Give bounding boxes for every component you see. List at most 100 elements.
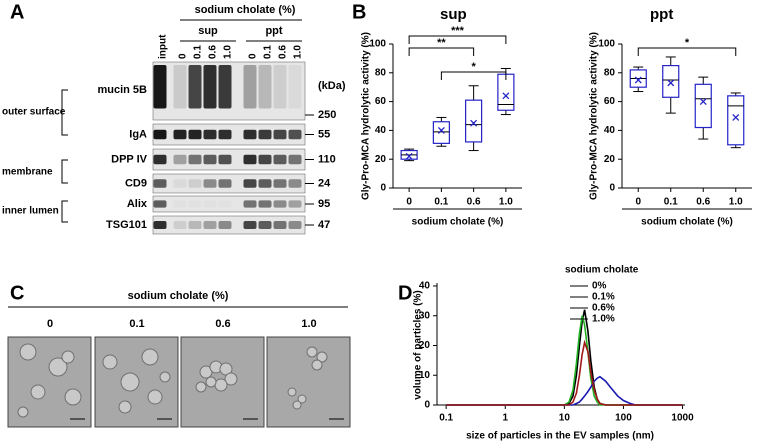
band <box>173 65 187 109</box>
x-tick-label: 0.6 <box>696 197 710 208</box>
region-bracket <box>61 200 68 223</box>
header: sodium cholate (%) <box>128 290 229 302</box>
vesicle <box>30 384 46 400</box>
mean-marker <box>437 126 445 134</box>
band <box>203 179 217 188</box>
vesicle <box>195 381 207 393</box>
x-tick-label: 1 <box>502 413 508 424</box>
significance-label: * <box>685 37 690 49</box>
x-tick-label: 0.1 <box>434 197 448 208</box>
band <box>273 179 287 188</box>
mw-label: 95 <box>318 198 330 210</box>
band <box>188 154 202 165</box>
band <box>273 220 287 230</box>
x-tick-label: 0.1 <box>439 413 453 424</box>
band <box>174 200 187 207</box>
vesicle <box>64 388 82 406</box>
image-label: 0.1 <box>129 318 144 330</box>
vesicle <box>311 359 323 371</box>
significance-bracket <box>408 47 475 56</box>
region-label: outer surface <box>2 107 66 118</box>
mw-label: 24 <box>318 177 331 189</box>
band <box>243 154 257 165</box>
series-line <box>446 339 683 406</box>
vesicle <box>224 372 238 386</box>
legend-label: 0.1% <box>592 292 615 303</box>
band <box>188 65 202 109</box>
legend-title: sodium cholate <box>565 265 639 276</box>
significance-bracket <box>408 35 507 44</box>
vesicle <box>297 394 307 404</box>
band <box>203 154 217 165</box>
band <box>218 65 232 109</box>
significance-label: * <box>471 61 476 73</box>
band <box>288 129 302 140</box>
mean-marker <box>667 79 675 87</box>
vesicle <box>120 372 140 392</box>
box <box>465 99 483 143</box>
band <box>218 220 232 230</box>
y-tick-label: 10 <box>419 370 431 381</box>
band <box>258 154 272 165</box>
lane-label: 0 <box>248 53 259 59</box>
legend-label: 1.0% <box>592 314 615 325</box>
band <box>288 65 302 109</box>
band <box>153 129 167 140</box>
vesicle <box>61 350 75 364</box>
legend-label: 0% <box>592 281 607 292</box>
x-axis-label: sodium cholate (%) <box>641 217 733 228</box>
vesicle <box>159 371 171 383</box>
x-tick-label: 0.1 <box>664 197 678 208</box>
band <box>173 220 187 230</box>
y-tick-label: 80 <box>604 67 616 78</box>
x-tick-label: 0.6 <box>467 197 481 208</box>
series-line <box>446 375 683 406</box>
band <box>258 129 272 140</box>
series-line <box>446 315 683 406</box>
y-tick-label: 40 <box>419 281 431 292</box>
y-tick-label: 0 <box>380 183 386 194</box>
box <box>432 121 450 144</box>
band <box>288 220 302 230</box>
mean-marker <box>699 98 707 106</box>
band <box>243 129 257 140</box>
mean-marker <box>405 152 413 160</box>
x-tick-label: 1.0 <box>729 197 743 208</box>
legend-label: 0.6% <box>592 303 615 314</box>
image-label: 1.0 <box>301 318 316 330</box>
mean-marker <box>732 113 740 121</box>
band <box>243 65 257 109</box>
band <box>219 200 232 207</box>
panel-label: B <box>352 1 366 23</box>
band <box>218 179 232 188</box>
band <box>153 154 167 165</box>
vesicle <box>292 400 302 410</box>
y-tick-label: 20 <box>604 154 616 165</box>
box <box>694 83 712 129</box>
vesicle <box>118 400 132 414</box>
x-axis-label: sodium cholate (%) <box>412 217 504 228</box>
band <box>189 200 202 207</box>
band <box>173 179 187 188</box>
lane-label: 1.0 <box>293 45 304 59</box>
box <box>727 95 745 146</box>
band <box>153 179 167 188</box>
band <box>204 200 217 207</box>
band <box>188 179 202 188</box>
mean-marker <box>634 76 642 84</box>
band <box>273 65 287 109</box>
band <box>173 129 187 140</box>
lane-label: 0.1 <box>263 45 274 59</box>
lane-label: 0.1 <box>193 45 204 59</box>
mw-label: 55 <box>318 128 330 140</box>
image-label: 0 <box>47 318 53 330</box>
y-tick-label: 0 <box>609 183 615 194</box>
y-tick-label: 40 <box>604 125 616 136</box>
region-label: inner lumen <box>2 206 59 217</box>
y-tick-label: 100 <box>598 39 615 50</box>
band <box>258 179 272 188</box>
band <box>218 129 232 140</box>
band <box>273 200 287 208</box>
significance-bracket <box>440 71 507 80</box>
